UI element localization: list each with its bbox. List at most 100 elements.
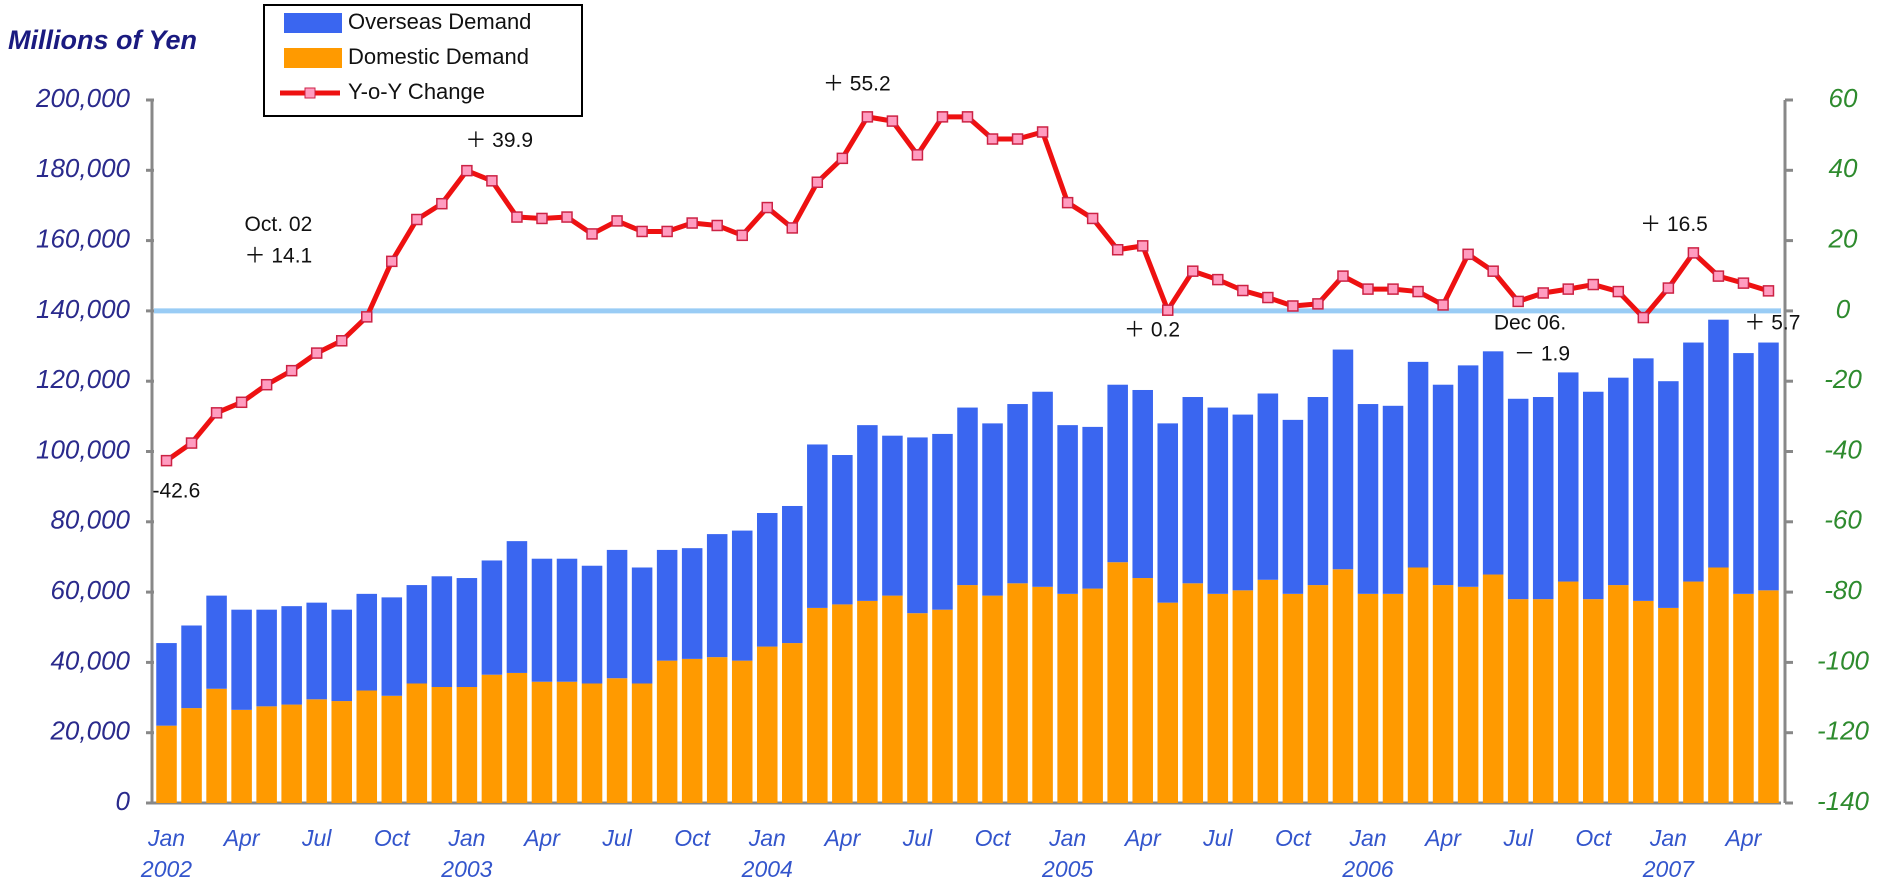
bar [1457, 365, 1479, 587]
bar [231, 609, 252, 710]
bar [431, 687, 453, 803]
bar [681, 548, 703, 659]
line-marker [1161, 304, 1174, 316]
bar [406, 585, 428, 684]
y-tick-label: 160,000 [36, 223, 131, 253]
bar [1507, 599, 1529, 803]
bar [506, 541, 528, 673]
bar [1132, 389, 1153, 579]
x-tick-label: Oct [674, 825, 711, 851]
bar [181, 708, 202, 803]
y2-tick-label: -120 [1817, 716, 1870, 746]
y-tick-label: 100,000 [36, 434, 131, 464]
bar [907, 437, 928, 614]
bar [782, 643, 803, 803]
bar [181, 625, 202, 709]
bar [1107, 384, 1128, 563]
bar [731, 530, 753, 661]
year-label: 2003 [440, 856, 492, 881]
line-marker [1662, 282, 1675, 294]
bar [1507, 398, 1529, 600]
line-marker [1437, 299, 1449, 311]
bar [1583, 391, 1604, 600]
bar [1157, 602, 1179, 803]
line-marker [335, 335, 348, 347]
line-marker [611, 215, 623, 227]
x-tick-label: Apr [1724, 825, 1763, 851]
x-tick-label: Oct [975, 825, 1012, 851]
line-marker [1011, 133, 1024, 145]
x-tick-label: Jan [1348, 825, 1386, 851]
line-marker [1762, 285, 1775, 297]
bar [581, 683, 603, 803]
bar [231, 709, 252, 803]
line-marker [1612, 285, 1625, 298]
x-tick-label: Oct [1275, 825, 1312, 851]
x-tick-label: Apr [822, 825, 861, 851]
line-marker [1362, 283, 1374, 295]
bar [1407, 567, 1429, 803]
line-marker [861, 111, 874, 123]
line-marker [1212, 273, 1224, 286]
bar [1733, 353, 1754, 594]
bar [1557, 372, 1579, 582]
bar [256, 706, 277, 803]
year-label: 2004 [741, 856, 793, 881]
bar [381, 597, 403, 696]
x-tick-label: Oct [374, 825, 411, 851]
bar [456, 578, 478, 688]
bar [1758, 342, 1779, 591]
line-marker [986, 133, 999, 145]
legend-swatch [284, 48, 342, 68]
annotation: Oct. 02 [245, 213, 313, 236]
bar [1032, 586, 1053, 803]
year-label: 2002 [140, 856, 192, 881]
bar [1307, 397, 1329, 586]
bar [581, 565, 603, 684]
bar [957, 585, 978, 803]
line-marker [811, 176, 824, 189]
annotation: ＋ 39.9 [465, 129, 533, 152]
x-tick-label: Jul [301, 825, 332, 851]
bar [1733, 593, 1754, 803]
x-tick-label: Jul [601, 825, 632, 851]
line-marker [636, 225, 648, 238]
year-label: 2006 [1341, 856, 1393, 881]
line-marker [310, 347, 323, 359]
legend-label: Overseas Demand [348, 9, 531, 34]
bar [1432, 585, 1454, 803]
y-tick-label: 140,000 [36, 294, 131, 324]
line-marker [886, 115, 899, 127]
line-marker [1712, 270, 1725, 282]
bar [556, 558, 578, 682]
bar [1282, 419, 1304, 594]
y2-tick-label: 40 [1829, 153, 1858, 183]
bar [1633, 600, 1654, 803]
bar [431, 576, 453, 688]
bar [932, 433, 953, 610]
line-marker [536, 212, 548, 225]
bar [281, 606, 302, 705]
x-tick-label: Apr [1123, 825, 1162, 851]
line-marker [1412, 285, 1424, 298]
line-marker [586, 228, 598, 240]
bar [857, 425, 878, 601]
line-marker [736, 229, 748, 242]
line-marker [786, 222, 799, 234]
y2-tick-label: 0 [1836, 294, 1851, 324]
bar [681, 658, 703, 803]
annotation: Dec 06. [1494, 312, 1566, 335]
bar [656, 660, 678, 803]
bar [1332, 569, 1354, 803]
line-marker [436, 197, 448, 210]
y-tick-label: 40,000 [50, 645, 130, 675]
bar [356, 593, 378, 691]
bar [481, 560, 503, 675]
bar [1232, 590, 1254, 803]
bar [782, 505, 803, 644]
bar [832, 455, 853, 605]
annotation: -42.6 [152, 480, 200, 503]
bar [1457, 586, 1479, 803]
line-marker [1237, 284, 1249, 297]
line-marker [711, 219, 723, 232]
